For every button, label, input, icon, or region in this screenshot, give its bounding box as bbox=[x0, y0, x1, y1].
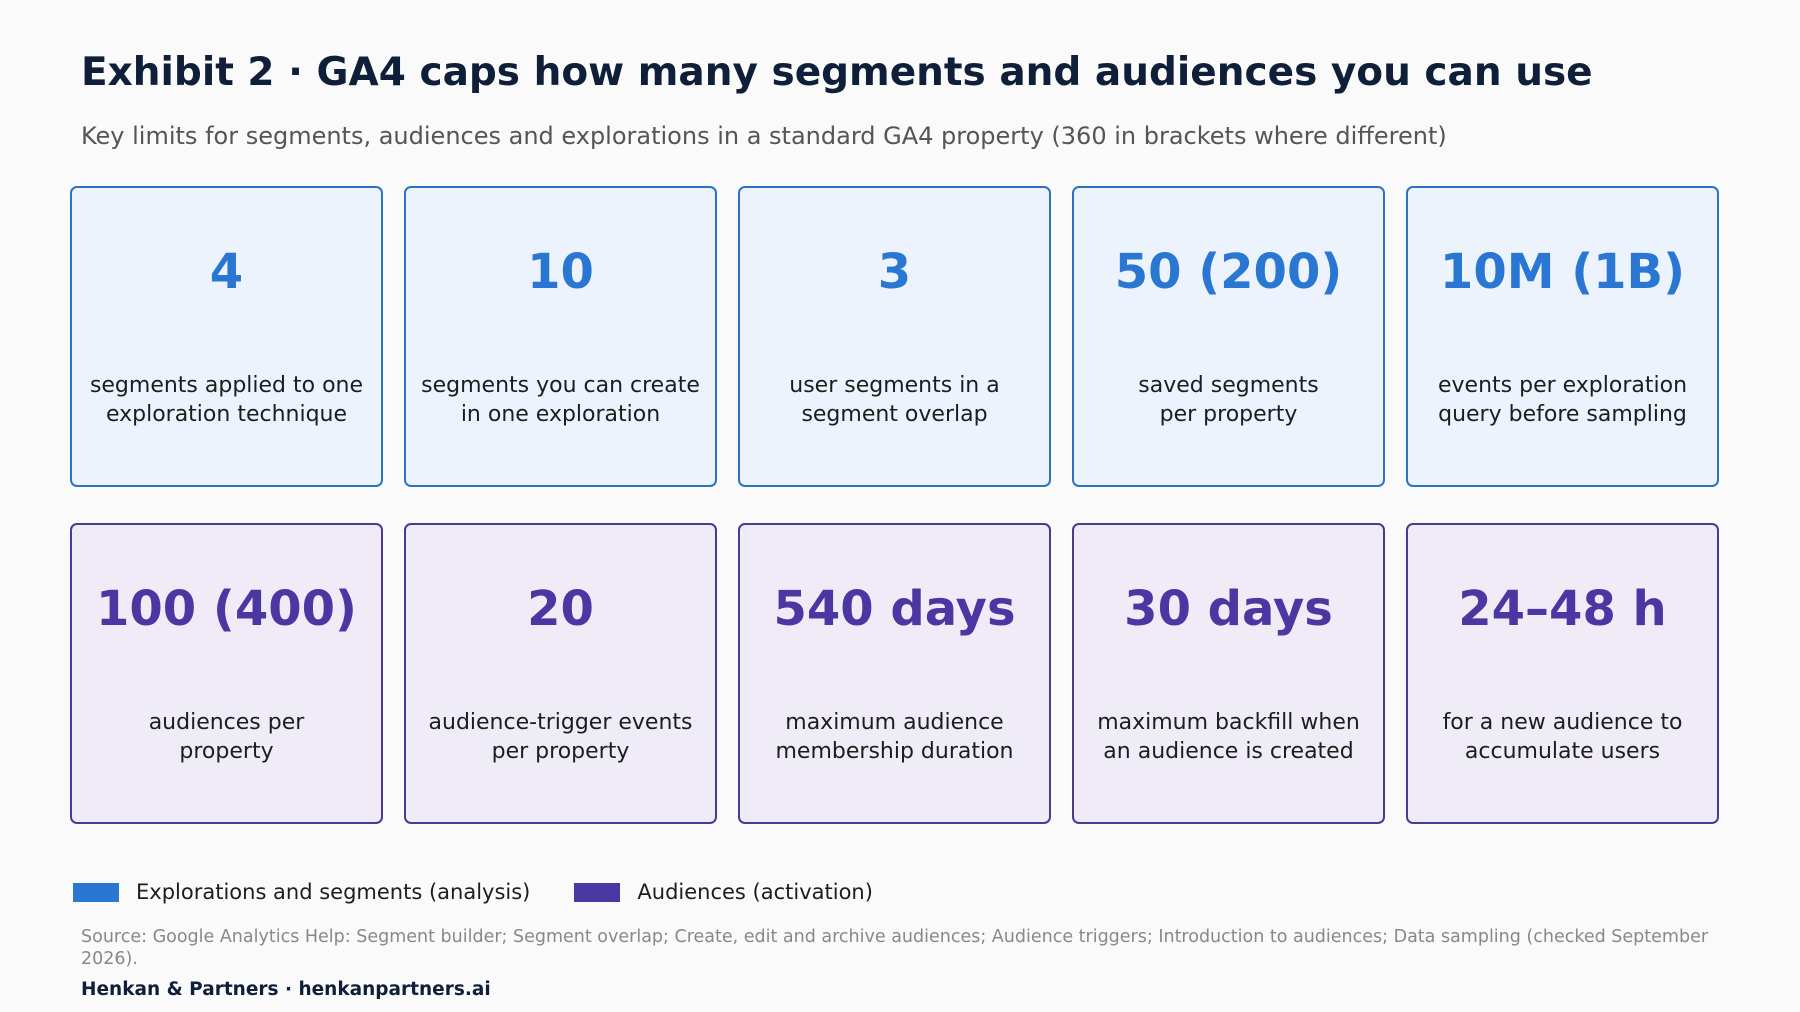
limit-label: audiences per property bbox=[82, 708, 371, 766]
limit-card-audience-trigger-events: 20 audience-trigger events per property bbox=[404, 523, 717, 824]
legend-swatch-audiences bbox=[574, 882, 621, 902]
limit-value: 30 days bbox=[1124, 581, 1333, 637]
limit-label-line: audiences per bbox=[148, 710, 305, 735]
limit-label-line: maximum audience bbox=[785, 710, 1004, 735]
limit-value: 100 (400) bbox=[96, 581, 357, 637]
limit-value: 20 bbox=[527, 581, 594, 637]
legend-swatch-explorations bbox=[73, 882, 119, 902]
limit-card-membership-duration: 540 days maximum audience membership dur… bbox=[738, 523, 1051, 824]
limit-label-line: segment overlap bbox=[801, 402, 988, 427]
limit-card-segments-per-technique: 4 segments applied to one exploration te… bbox=[70, 186, 383, 487]
limit-label-line: an audience is created bbox=[1103, 739, 1354, 764]
exhibit-title: Exhibit 2 · GA4 caps how many segments a… bbox=[81, 50, 1593, 95]
limit-value: 50 (200) bbox=[1114, 244, 1343, 300]
legend: Explorations and segments (analysis) Aud… bbox=[73, 880, 917, 904]
limit-label: user segments in a segment overlap bbox=[750, 371, 1039, 429]
limit-label: maximum backfill when an audience is cre… bbox=[1084, 708, 1373, 766]
exhibit-subtitle: Key limits for segments, audiences and e… bbox=[81, 122, 1447, 150]
limit-label-line: per property bbox=[1159, 402, 1298, 427]
limit-label-line: exploration technique bbox=[105, 402, 348, 427]
limit-value: 4 bbox=[209, 244, 244, 300]
legend-item-explorations: Explorations and segments (analysis) bbox=[73, 880, 530, 904]
limit-label-line: accumulate users bbox=[1464, 739, 1661, 764]
legend-label-audiences: Audiences (activation) bbox=[637, 880, 873, 904]
limit-value: 10 bbox=[527, 244, 594, 300]
limit-label-line: saved segments bbox=[1138, 373, 1319, 398]
explorations-limits-row: 4 segments applied to one exploration te… bbox=[70, 186, 1719, 487]
limit-label-line: user segments in a bbox=[789, 373, 1000, 398]
limit-label-line: segments you can create bbox=[421, 373, 700, 398]
audiences-limits-row: 100 (400) audiences per property 20 audi… bbox=[70, 523, 1719, 824]
limit-label: audience-trigger events per property bbox=[416, 708, 705, 766]
limit-label-line: property bbox=[179, 739, 274, 764]
limit-label-line: membership duration bbox=[775, 739, 1014, 764]
legend-label-explorations: Explorations and segments (analysis) bbox=[136, 880, 531, 904]
footer-credit: Henkan & Partners · henkanpartners.ai bbox=[81, 979, 491, 1000]
limit-label: for a new audience to accumulate users bbox=[1418, 708, 1707, 766]
legend-item-audiences: Audiences (activation) bbox=[574, 880, 873, 904]
limit-label-line: maximum backfill when bbox=[1097, 710, 1360, 735]
limit-value: 540 days bbox=[773, 581, 1016, 637]
limit-card-events-before-sampling: 10M (1B) events per exploration query be… bbox=[1406, 186, 1719, 487]
limit-label: maximum audience membership duration bbox=[750, 708, 1039, 766]
limit-card-segment-overlap: 3 user segments in a segment overlap bbox=[738, 186, 1051, 487]
limit-label-line: query before sampling bbox=[1438, 402, 1687, 427]
limit-card-accumulation-time: 24–48 h for a new audience to accumulate… bbox=[1406, 523, 1719, 824]
limit-value: 3 bbox=[877, 244, 912, 300]
limit-label-line: events per exploration bbox=[1437, 373, 1688, 398]
limit-label-line: audience-trigger events bbox=[428, 710, 693, 735]
limit-value: 10M (1B) bbox=[1439, 244, 1686, 300]
limit-label-line: per property bbox=[491, 739, 630, 764]
limit-card-backfill: 30 days maximum backfill when an audienc… bbox=[1072, 523, 1385, 824]
limit-label: segments applied to one exploration tech… bbox=[82, 371, 371, 429]
limit-value: 24–48 h bbox=[1458, 581, 1667, 637]
limit-card-saved-segments: 50 (200) saved segments per property bbox=[1072, 186, 1385, 487]
limit-label: events per exploration query before samp… bbox=[1418, 371, 1707, 429]
limit-label: saved segments per property bbox=[1084, 371, 1373, 429]
limit-label-line: in one exploration bbox=[460, 402, 661, 427]
source-note: Source: Google Analytics Help: Segment b… bbox=[81, 927, 1709, 969]
limit-label-line: for a new audience to bbox=[1442, 710, 1683, 735]
limit-card-segments-per-exploration: 10 segments you can create in one explor… bbox=[404, 186, 717, 487]
limit-label: segments you can create in one explorati… bbox=[416, 371, 705, 429]
limit-card-audiences-per-property: 100 (400) audiences per property bbox=[70, 523, 383, 824]
limit-label-line: segments applied to one bbox=[89, 373, 364, 398]
